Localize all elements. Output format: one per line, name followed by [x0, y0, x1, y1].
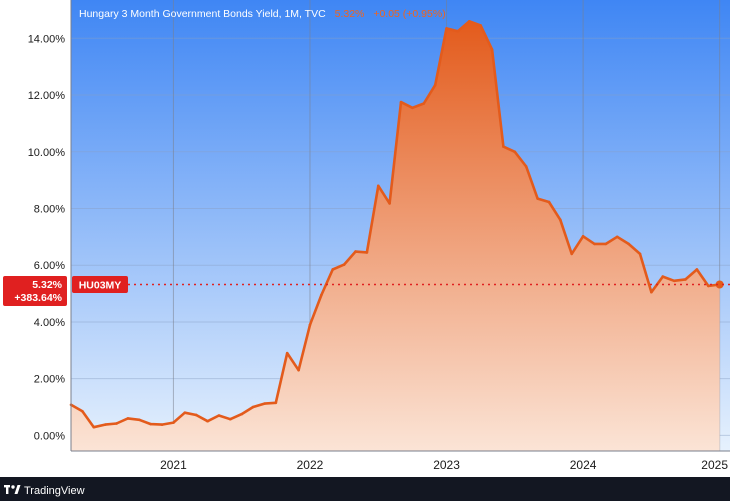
data-point	[650, 290, 653, 294]
y-tick-label: 10.00%	[28, 147, 66, 159]
data-point	[388, 202, 391, 205]
data-point	[194, 413, 198, 417]
data-point	[593, 242, 596, 246]
price-badge-background	[3, 276, 67, 306]
x-axis-ticks: 2021 2022 2023 2024 2025	[160, 458, 728, 472]
tradingview-logo-icon	[4, 485, 21, 494]
legend-title: Hungary 3 Month Government Bonds Yield, …	[79, 8, 326, 20]
data-point	[615, 235, 619, 239]
data-point	[524, 165, 528, 168]
data-point	[217, 414, 221, 417]
y-axis-ticks: 0.00% 2.00% 4.00% 6.00% 8.00% 10.00% 12.00% 14.…	[28, 33, 66, 442]
y-tick-label: 12.00%	[28, 90, 66, 102]
symbol-badge-label: HU03MY	[79, 280, 122, 292]
data-point	[502, 145, 505, 148]
data-point	[183, 411, 187, 415]
x-tick-label: 2021	[160, 458, 187, 472]
data-point	[137, 418, 141, 422]
footer-brand: TradingView	[24, 485, 85, 497]
data-point	[172, 421, 175, 424]
price-badge: 5.32% +383.64%	[3, 276, 67, 306]
data-point	[445, 27, 448, 30]
symbol-badge: HU03MY	[72, 276, 128, 293]
x-axis-background	[71, 451, 730, 477]
area-fill	[71, 21, 720, 452]
data-point	[115, 422, 118, 425]
data-point	[422, 102, 426, 105]
price-badge-change: +383.64%	[14, 292, 62, 304]
data-point	[399, 100, 403, 104]
y-tick-label: 0.00%	[34, 430, 65, 442]
data-point	[103, 423, 107, 426]
data-point	[684, 278, 687, 281]
data-point	[92, 425, 96, 429]
y-axis-background	[0, 0, 71, 477]
data-point	[274, 401, 278, 405]
y-tick-label: 2.00%	[34, 374, 65, 386]
data-point	[536, 197, 539, 200]
symbol-badge-background	[72, 276, 128, 293]
data-point	[513, 150, 517, 154]
series-line	[70, 20, 720, 429]
data-point	[308, 323, 312, 327]
data-point	[479, 24, 482, 27]
y-tick-label: 14.00%	[28, 33, 66, 45]
data-point	[661, 275, 665, 278]
data-point	[251, 405, 255, 409]
data-point	[433, 83, 437, 87]
chart-legend: Hungary 3 Month Government Bonds Yield, …	[79, 8, 446, 20]
x-tick-label: 2022	[297, 458, 324, 472]
data-point	[297, 368, 300, 372]
data-point	[559, 218, 562, 222]
data-point	[570, 252, 574, 256]
data-point	[376, 184, 380, 188]
data-point	[263, 402, 266, 405]
data-point	[320, 293, 323, 297]
data-point	[285, 351, 289, 355]
data-point	[206, 419, 209, 423]
data-point	[672, 279, 676, 283]
data-point	[581, 234, 585, 238]
last-value-marker	[715, 280, 724, 289]
data-point	[411, 106, 414, 110]
data-point	[468, 19, 471, 23]
area-series	[69, 19, 724, 452]
data-point	[126, 417, 130, 420]
data-point	[490, 48, 494, 51]
x-tick-label: 2023	[433, 458, 460, 472]
data-point	[638, 252, 642, 256]
data-point	[627, 242, 630, 246]
legend-change: +0.05 (+0.95%)	[373, 8, 445, 20]
y-tick-label: 4.00%	[34, 317, 65, 329]
x-tick-label: 2024	[570, 458, 597, 472]
legend-last-value: 5.32%	[335, 8, 365, 20]
x-tick-label: 2025	[701, 458, 728, 472]
data-point	[331, 268, 335, 271]
data-point	[695, 268, 699, 271]
data-point	[149, 422, 152, 426]
data-point	[354, 250, 357, 253]
data-point	[547, 200, 551, 204]
data-point	[240, 412, 243, 416]
price-badge-value: 5.32%	[32, 279, 62, 291]
data-point	[160, 423, 164, 426]
data-point	[342, 263, 346, 266]
data-point	[456, 29, 460, 33]
data-point	[365, 251, 369, 254]
y-tick-label: 6.00%	[34, 260, 65, 272]
footer-bar	[0, 477, 730, 501]
data-point	[604, 242, 608, 246]
data-point	[81, 409, 84, 413]
data-point	[229, 417, 232, 421]
y-tick-label: 8.00%	[34, 203, 65, 215]
data-point	[706, 284, 710, 288]
